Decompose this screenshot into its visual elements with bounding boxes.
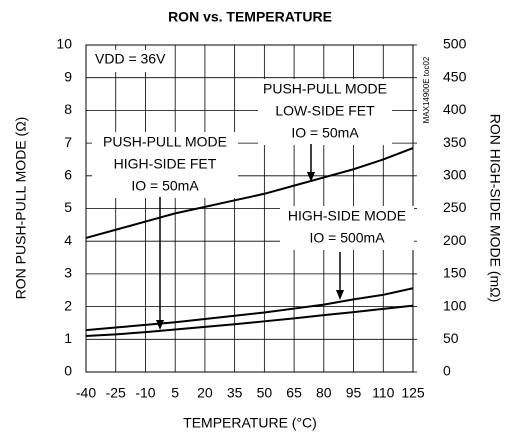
x-axis-label: TEMPERATURE (°C)	[183, 415, 317, 431]
annotation: IO = 50mA	[291, 125, 359, 141]
x-tick-label: 95	[346, 385, 362, 401]
annotation: IO = 500mA	[309, 230, 385, 246]
x-tick-label: 5	[171, 385, 179, 401]
y-axis-label: RON PUSH-PULL MODE (Ω)	[13, 117, 29, 300]
x-tick-label: 35	[227, 385, 243, 401]
y-tick-label: 2	[64, 297, 72, 313]
y-tick-label: 5	[64, 199, 72, 215]
x-tick-label: -25	[106, 385, 126, 401]
y2-tick-label: 400	[443, 101, 467, 117]
data-line	[85, 287, 414, 332]
y-tick-label: 8	[64, 101, 72, 117]
y2-tick-label: 50	[443, 330, 459, 346]
y-tick-label: 7	[64, 134, 72, 150]
y2-tick-label: 0	[443, 363, 451, 379]
y2-tick-label: 300	[443, 167, 467, 183]
y-tick-label: 4	[64, 232, 72, 248]
chart-title: RON vs. TEMPERATURE	[168, 9, 332, 25]
y2-axis-label: RON HIGH-SIDE MODE (mΩ)	[487, 114, 503, 303]
annotation-arrowhead	[307, 172, 315, 182]
annotation: PUSH-PULL MODE	[103, 134, 227, 150]
annotation: IO = 50mA	[131, 178, 199, 194]
y2-tick-label: 250	[443, 199, 467, 215]
annotation-arrowhead	[336, 290, 344, 300]
data-line	[85, 304, 414, 338]
annotation: VDD = 36V	[95, 51, 166, 67]
y2-tick-label: 350	[443, 134, 467, 150]
y-tick-label: 3	[64, 265, 72, 281]
annotation-bg	[92, 132, 238, 198]
x-tick-label: 65	[286, 385, 302, 401]
annotation: LOW-SIDE FET	[275, 103, 375, 119]
annotation: MAX14900E toc02	[422, 56, 431, 123]
y-tick-label: 9	[64, 68, 72, 84]
x-tick-label: 20	[197, 385, 213, 401]
data-line	[85, 147, 414, 239]
y2-tick-label: 150	[443, 265, 467, 281]
x-tick-label: 80	[316, 385, 332, 401]
y-tick-label: 0	[64, 363, 72, 379]
x-tick-label: -10	[135, 385, 155, 401]
y-tick-label: 1	[64, 330, 72, 346]
annotation: PUSH-PULL MODE	[263, 81, 387, 97]
y-tick-label: 10	[56, 36, 72, 52]
x-tick-label: 125	[401, 385, 425, 401]
annotation: HIGH-SIDE FET	[114, 156, 217, 172]
y2-tick-label: 100	[443, 297, 467, 313]
x-tick-label: 110	[372, 385, 395, 401]
y-tick-label: 6	[64, 167, 72, 183]
x-tick-label: -40	[76, 385, 96, 401]
annotation-bg	[91, 50, 167, 72]
annotation-bg	[280, 206, 414, 250]
annotation: HIGH-SIDE MODE	[288, 208, 406, 224]
annotation-arrowhead	[156, 320, 164, 330]
x-tick-label: 50	[257, 385, 273, 401]
y2-tick-label: 450	[443, 68, 467, 84]
y2-tick-label: 200	[443, 232, 467, 248]
annotation-bg	[258, 79, 392, 145]
y2-tick-label: 500	[443, 36, 467, 52]
